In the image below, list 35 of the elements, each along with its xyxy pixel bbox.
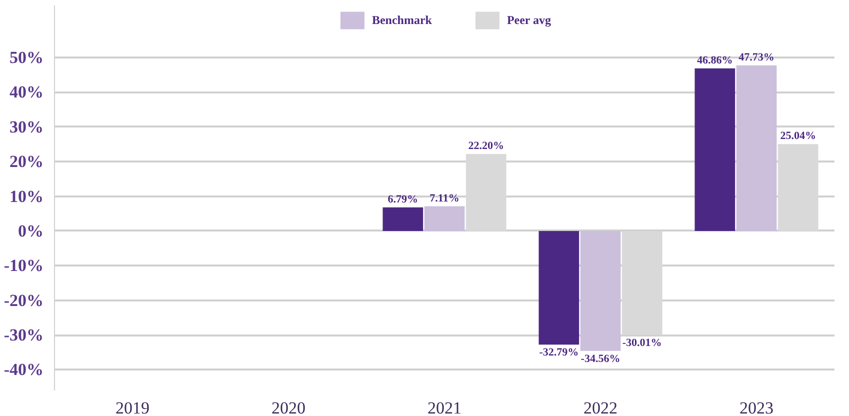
- x-tick-label: 2020: [272, 398, 306, 416]
- data-label: 46.86%: [697, 54, 733, 66]
- y-tick-label: -20%: [4, 290, 44, 310]
- legend-label: Benchmark: [372, 12, 432, 28]
- bar: [622, 230, 662, 336]
- y-tick-label: 10%: [10, 186, 44, 206]
- y-tick-label: -30%: [4, 326, 44, 345]
- y-tick-label: 30%: [10, 117, 44, 136]
- x-tick-label: 2023: [740, 398, 774, 416]
- x-tick-label: 2022: [584, 398, 618, 416]
- bar: [694, 68, 736, 231]
- bar: [382, 207, 424, 231]
- y-tick-label: -10%: [4, 256, 44, 276]
- y-tick-label: -40%: [4, 360, 44, 380]
- data-label: 22.20%: [468, 140, 504, 152]
- y-tick-label: 40%: [10, 82, 44, 102]
- bar: [778, 144, 818, 231]
- data-label: -34.56%: [580, 352, 620, 365]
- bar: [580, 230, 621, 351]
- bar: [424, 206, 465, 231]
- y-tick-label: 20%: [10, 152, 44, 172]
- y-tick-label: 50%: [10, 48, 44, 68]
- x-tick-label: 2019: [116, 398, 150, 416]
- data-label: -30.01%: [622, 337, 662, 350]
- data-label: -32.79%: [539, 346, 579, 359]
- x-tick-label: 2021: [428, 398, 462, 416]
- data-label: 47.73%: [738, 51, 774, 64]
- legend-label: Peer avg: [506, 12, 552, 28]
- data-label: 7.11%: [430, 192, 460, 204]
- data-label: 6.79%: [388, 193, 418, 206]
- bar: [538, 230, 580, 345]
- y-tick-label: 0%: [18, 221, 44, 240]
- bar: [466, 154, 506, 231]
- data-label: 25.04%: [780, 130, 816, 142]
- bar: [736, 65, 777, 231]
